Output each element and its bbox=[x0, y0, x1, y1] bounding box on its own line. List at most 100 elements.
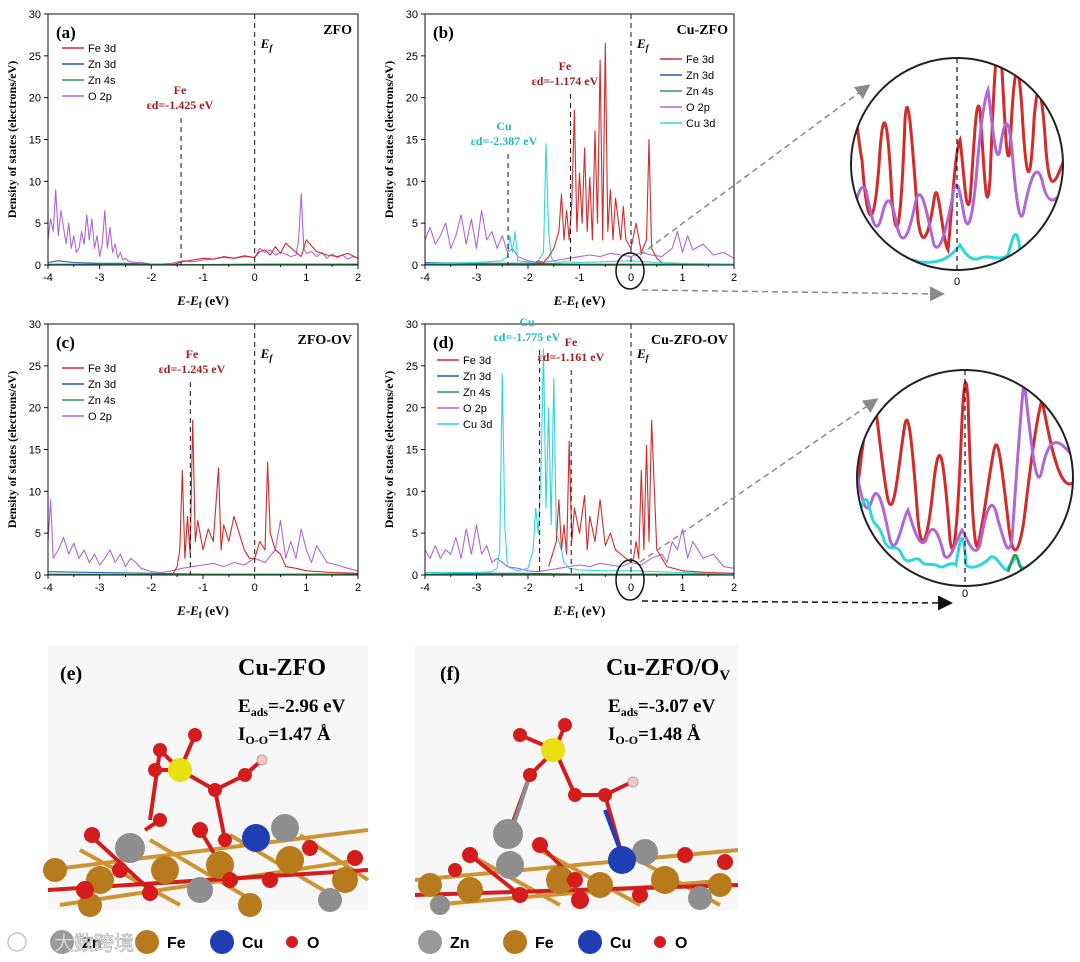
x-tick-label: 0 bbox=[252, 272, 258, 284]
y-tick-label: 30 bbox=[29, 319, 41, 331]
watermark-logo-icon bbox=[7, 932, 27, 952]
y-tick-label: 30 bbox=[406, 9, 418, 21]
x-tick-label: 1 bbox=[679, 272, 685, 284]
x-tick-label: -2 bbox=[146, 272, 156, 284]
x-tick-label: -2 bbox=[523, 582, 533, 594]
atom-legend-o-label: O bbox=[675, 935, 687, 952]
y-tick-label: 5 bbox=[412, 218, 418, 230]
series-line-o-2p bbox=[48, 499, 358, 574]
zoom-arrow-b-bottom bbox=[641, 286, 945, 302]
atom-legend-fe-label: Fe bbox=[535, 935, 554, 952]
zoom-region-b bbox=[615, 252, 645, 290]
x-tick-label: -4 bbox=[43, 582, 53, 594]
atom-legend-o-label: O bbox=[307, 935, 319, 952]
legend-entry: Cu 3d bbox=[686, 118, 715, 130]
x-tick-label: 2 bbox=[355, 272, 361, 284]
y-tick-label: 0 bbox=[35, 570, 41, 582]
panel-label: (d) bbox=[433, 333, 454, 352]
y-tick-label: 25 bbox=[406, 361, 418, 373]
fermi-level-label: Ef bbox=[636, 346, 650, 363]
y-tick-label: 5 bbox=[412, 528, 418, 540]
x-tick-label: -3 bbox=[95, 582, 105, 594]
y-tick-label: 10 bbox=[406, 486, 418, 498]
fermi-level-label: Ef bbox=[260, 36, 274, 53]
series-line-o-2p bbox=[425, 210, 734, 264]
series-line-fe-3d bbox=[171, 239, 358, 265]
legend-entry: Zn 3d bbox=[88, 59, 116, 71]
panel-label: (b) bbox=[433, 23, 454, 42]
watermark-text: 大数跨境 bbox=[54, 932, 134, 955]
atom-legend-o-swatch bbox=[652, 934, 668, 950]
y-tick-label: 5 bbox=[35, 218, 41, 230]
d-band-center-value: εd=-1.425 eV bbox=[147, 98, 214, 112]
zoom-callout-d: 0 bbox=[615, 369, 1074, 611]
y-tick-label: 15 bbox=[406, 135, 418, 147]
structure-panel-e: (e) Cu-ZFO Eads=-2.96 eV IO-O=1.47 Å bbox=[43, 645, 370, 917]
structure-f-model bbox=[414, 718, 739, 915]
x-tick-label: -2 bbox=[146, 582, 156, 594]
series-line-fe-3d bbox=[532, 42, 663, 265]
y-axis-label: Density of states (electrons/eV) bbox=[5, 371, 19, 528]
legend-entry: Zn 3d bbox=[686, 70, 714, 82]
d-band-center-value: εd=-1.161 eV bbox=[538, 350, 605, 364]
atom-legend-fe-label: Fe bbox=[167, 935, 186, 952]
atom-legend-zn-swatch bbox=[418, 930, 442, 954]
atom-legend-cu-label: Cu bbox=[242, 935, 263, 952]
atom-legend-o-swatch bbox=[284, 934, 300, 950]
zoom-arrow-d-bottom bbox=[641, 595, 953, 611]
zoom-callout-b: 0 bbox=[615, 57, 1064, 302]
structure-f-label: (f) bbox=[440, 663, 460, 685]
structure-e-eads: Eads=-2.96 eV bbox=[238, 696, 346, 719]
x-tick-label: -3 bbox=[472, 272, 482, 284]
d-band-center-value: εd=-2.387 eV bbox=[471, 134, 538, 148]
x-tick-label: 1 bbox=[303, 272, 309, 284]
structure-f-title: Cu-ZFO/OV bbox=[606, 655, 730, 684]
series-line-fe-3d bbox=[171, 419, 358, 575]
zoom-circle-d bbox=[856, 369, 1074, 587]
y-tick-label: 20 bbox=[29, 403, 41, 415]
zoom-inset-d bbox=[857, 370, 1073, 586]
d-band-center-value: εd=-1.775 eV bbox=[494, 330, 561, 344]
x-tick-label: -3 bbox=[95, 272, 105, 284]
atom-legend-zn-label: Zn bbox=[450, 935, 470, 952]
x-tick-label: -4 bbox=[420, 272, 430, 284]
y-tick-label: 25 bbox=[29, 361, 41, 373]
legend-entry: Zn 3d bbox=[88, 379, 116, 391]
atom-legend-fe-swatch bbox=[135, 930, 159, 954]
legend-entry: O 2p bbox=[88, 91, 112, 103]
atom-legend-zn-label: Zn bbox=[82, 935, 102, 952]
y-tick-label: 10 bbox=[406, 176, 418, 188]
panel-title: Cu-ZFO bbox=[677, 23, 728, 38]
atom-legend-fe-swatch bbox=[503, 930, 527, 954]
legend-entry: Zn 4s bbox=[686, 86, 714, 98]
zoom-arrow-d-top bbox=[639, 398, 879, 563]
watermark: 大数跨境 bbox=[7, 932, 134, 955]
structure-panel-f: (f) Cu-ZFO/OV Eads=-3.07 eV IO-O=1.48 Å bbox=[414, 645, 739, 915]
panel-title: Cu-ZFO-OV bbox=[651, 333, 728, 348]
legend-entry: Zn 3d bbox=[463, 371, 491, 383]
y-tick-label: 25 bbox=[406, 51, 418, 63]
d-band-center-element: Fe bbox=[174, 83, 187, 97]
x-tick-label: 1 bbox=[679, 582, 685, 594]
x-axis-label: E-Ef (eV) bbox=[553, 603, 606, 620]
legend-entry: Zn 4s bbox=[88, 75, 116, 87]
fermi-level-label: Ef bbox=[636, 36, 650, 53]
y-axis-label: Density of states (electrons/eV) bbox=[5, 61, 19, 218]
x-tick-label: 2 bbox=[731, 582, 737, 594]
x-tick-label: 1 bbox=[303, 582, 309, 594]
d-band-center-element: Cu bbox=[519, 315, 535, 329]
x-tick-label: -2 bbox=[523, 272, 533, 284]
x-tick-label: 0 bbox=[252, 582, 258, 594]
zoom-d-tick: 0 bbox=[962, 588, 968, 600]
x-tick-label: -4 bbox=[43, 272, 53, 284]
zoom-b-tick: 0 bbox=[954, 276, 960, 288]
panel-title: ZFO-OV bbox=[298, 333, 352, 348]
series-line-o-2p bbox=[425, 524, 734, 573]
y-tick-label: 30 bbox=[29, 9, 41, 21]
structure-e-label: (e) bbox=[60, 663, 82, 685]
d-band-center-element: Fe bbox=[559, 59, 572, 73]
structure-f-loo: IO-O=1.48 Å bbox=[608, 724, 701, 747]
y-tick-label: 0 bbox=[412, 260, 418, 272]
